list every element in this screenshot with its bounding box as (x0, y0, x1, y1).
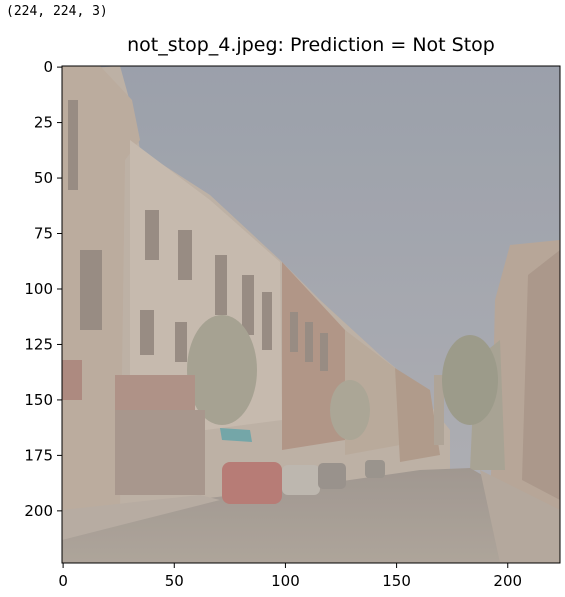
x-tick-label: 200 (493, 572, 522, 590)
y-tick-label: 175 (24, 446, 53, 464)
x-tick-label: 150 (382, 572, 411, 590)
axes-frame (61, 65, 561, 564)
x-tick-label: 100 (271, 572, 300, 590)
x-tick-label: 50 (165, 572, 184, 590)
y-tick-label: 200 (24, 502, 53, 520)
x-axis: 0 50 100 150 200 (58, 563, 522, 590)
y-tick-label: 100 (24, 280, 53, 298)
y-axis: 0 25 50 75 100 125 150 175 200 (24, 58, 62, 520)
y-tick-label: 0 (43, 58, 53, 76)
plot-title: not_stop_4.jpeg: Prediction = Not Stop (127, 34, 495, 56)
y-tick-label: 75 (34, 225, 53, 243)
y-tick-label: 50 (34, 169, 53, 187)
y-tick-label: 125 (24, 335, 53, 353)
cell-output-shape: (224, 224, 3) (6, 4, 108, 19)
y-tick-label: 25 (34, 114, 53, 132)
y-tick-label: 150 (24, 391, 53, 409)
x-tick-label: 0 (58, 572, 68, 590)
street-scene-image (62, 66, 560, 563)
